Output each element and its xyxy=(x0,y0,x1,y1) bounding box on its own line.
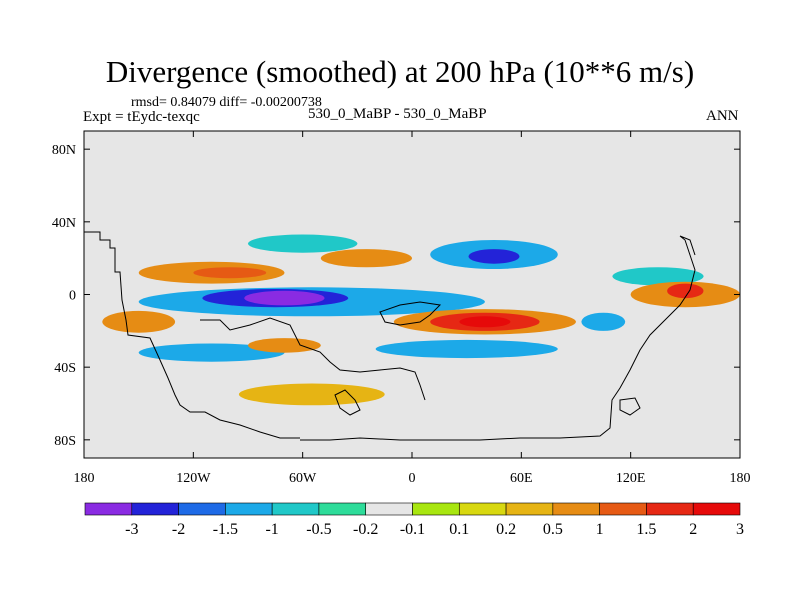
x-tick-label-3: 0 xyxy=(409,471,416,486)
x-tick-label-5: 120E xyxy=(616,471,646,486)
plot-area: 180 120W 60W 0 60E 120E 180 80N 40N 0 40S 80S xyxy=(52,130,751,486)
colorbar-box-1 xyxy=(131,502,179,516)
colorbar: -3 -2 -1.5 -1 -0.5 -0.2 -0.1 0.1 0.2 0.5 1 1.5 2 3 xyxy=(84,502,744,538)
colorbar-box-5 xyxy=(318,502,367,516)
colorbar-label-1: -2 xyxy=(172,521,185,538)
colorbar-box-7 xyxy=(412,502,460,516)
y-tick-label-0: 80N xyxy=(52,143,76,158)
contour-region-7 xyxy=(248,234,358,253)
coastline-americas xyxy=(84,231,300,439)
y-tick-label-4: 80S xyxy=(54,434,76,449)
y-tick-label-1: 40N xyxy=(52,216,76,231)
coastline-africa-europe xyxy=(200,317,426,401)
colorbar-box-3 xyxy=(225,502,273,516)
colorbar-label-11: 1.5 xyxy=(636,521,656,538)
coastline-island xyxy=(334,389,361,416)
colorbar-box-9 xyxy=(505,502,554,516)
coastline-island-east xyxy=(619,397,641,416)
contour-region-9 xyxy=(581,312,626,331)
season-label: ANN xyxy=(706,108,739,124)
colorbar-label-7: 0.1 xyxy=(449,521,469,538)
x-tick-label-0: 180 xyxy=(74,471,95,486)
colorbar-label-6: -0.1 xyxy=(400,521,425,538)
contour-region-4 xyxy=(468,249,520,264)
stats-text: rmsd= 0.84079 diff= -0.00200738 xyxy=(131,95,322,110)
colorbar-label-9: 0.5 xyxy=(543,521,563,538)
contour-region-17 xyxy=(667,283,704,299)
colorbar-box-6 xyxy=(365,502,413,516)
colorbar-label-12: 2 xyxy=(689,521,697,538)
contour-region-11 xyxy=(193,267,267,279)
colorbar-label-0: -3 xyxy=(125,521,138,538)
colorbar-label-8: 0.2 xyxy=(496,521,516,538)
y-tick-label-2: 0 xyxy=(69,289,76,304)
case-label: 530_0_MaBP - 530_0_MaBP xyxy=(308,106,487,122)
colorbar-label-3: -1 xyxy=(265,521,278,538)
colorbar-label-2: -1.5 xyxy=(213,521,238,538)
contour-region-5 xyxy=(375,339,558,359)
x-tick-label-4: 60E xyxy=(510,471,533,486)
chart-title: Divergence (smoothed) at 200 hPa (10**6 … xyxy=(105,54,695,89)
coastline-southern xyxy=(300,235,696,441)
colorbar-box-8 xyxy=(458,502,507,516)
colorbar-box-4 xyxy=(271,502,320,516)
contour-region-20 xyxy=(238,383,385,406)
colorbar-label-13: 3 xyxy=(736,521,744,538)
colorbar-box-0 xyxy=(84,502,133,516)
colorbar-box-10 xyxy=(552,502,600,516)
colorbar-box-12 xyxy=(646,502,694,516)
contour-region-2 xyxy=(244,290,325,306)
colorbar-label-5: -0.2 xyxy=(353,521,378,538)
colorbar-label-4: -0.5 xyxy=(306,521,331,538)
y-tick-label-3: 40S xyxy=(54,361,76,376)
colorbar-box-13 xyxy=(692,502,741,516)
x-tick-label-6: 180 xyxy=(730,471,751,486)
contour-region-8 xyxy=(612,267,704,286)
coastline-land-mid xyxy=(379,301,442,326)
experiment-label: Expt = tEydc-texqc xyxy=(83,109,200,125)
contour-region-19 xyxy=(248,338,321,353)
x-tick-label-2: 60W xyxy=(289,471,317,486)
contour-region-6 xyxy=(138,343,285,362)
colorbar-box-2 xyxy=(178,502,226,516)
colorbar-label-10: 1 xyxy=(596,521,604,538)
contour-region-12 xyxy=(102,310,176,333)
x-tick-label-1: 120W xyxy=(176,471,211,486)
contour-region-15 xyxy=(459,316,511,328)
contour-region-18 xyxy=(320,249,412,268)
colorbar-box-11 xyxy=(599,502,647,516)
